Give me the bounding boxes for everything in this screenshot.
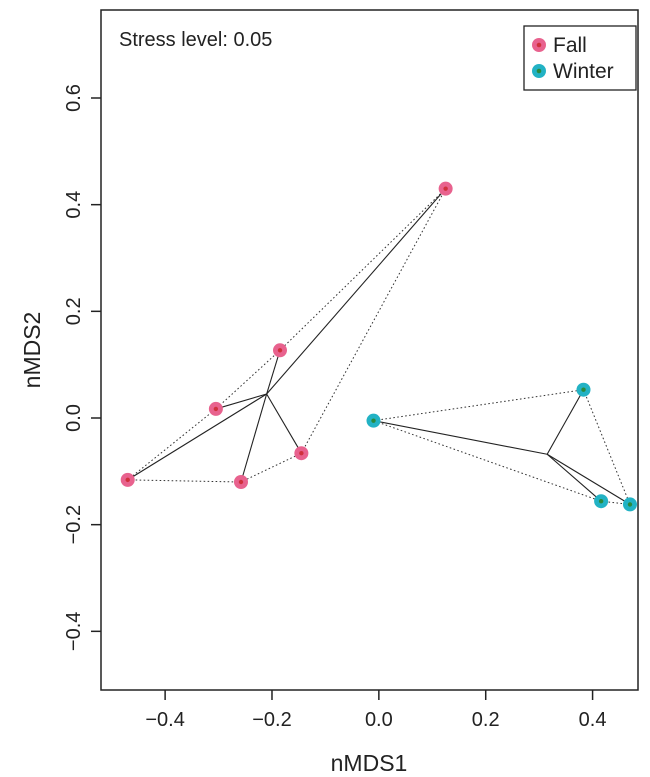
y-tick-label: −0.4 bbox=[63, 612, 85, 651]
x-axis-title: nMDS1 bbox=[331, 750, 408, 776]
x-tick-label: 0.2 bbox=[472, 709, 500, 731]
legend: Fall Winter bbox=[523, 25, 637, 91]
spoke-fall bbox=[266, 188, 447, 395]
y-tick-label: 0.6 bbox=[63, 84, 85, 112]
legend-item-fall: Fall bbox=[532, 34, 587, 57]
legend-marker-center-fall bbox=[536, 42, 542, 48]
hull-outlines bbox=[126, 188, 631, 505]
point-center-fall bbox=[125, 477, 130, 483]
hull-fall bbox=[126, 188, 447, 483]
centroid-spokes bbox=[127, 188, 631, 505]
point-center-fall bbox=[443, 186, 448, 191]
spoke-fall bbox=[215, 393, 267, 410]
legend-marker-center-winter bbox=[536, 68, 542, 74]
data-points bbox=[120, 181, 637, 512]
spoke-winter bbox=[546, 453, 602, 502]
point-center-fall bbox=[213, 406, 219, 412]
point-center-winter bbox=[371, 418, 376, 423]
spoke-fall bbox=[266, 393, 302, 454]
x-tick-label: 0.4 bbox=[579, 709, 607, 731]
x-axis: −0.4 −0.2 0.0 0.2 0.4 bbox=[145, 690, 606, 731]
y-axis-title: nMDS2 bbox=[19, 312, 45, 389]
spoke-winter bbox=[546, 389, 584, 455]
spoke-winter bbox=[373, 420, 548, 455]
y-tick-label: 0.2 bbox=[63, 297, 85, 325]
x-tick-label: −0.2 bbox=[252, 709, 291, 731]
spoke-winter bbox=[546, 453, 631, 505]
plot-frame bbox=[100, 9, 639, 691]
spoke-fall bbox=[127, 393, 267, 481]
spoke-fall bbox=[240, 393, 268, 483]
legend-label-winter: Winter bbox=[553, 60, 614, 83]
legend-label-fall: Fall bbox=[553, 34, 587, 57]
spoke-fall bbox=[266, 350, 281, 395]
point-center-fall bbox=[299, 451, 304, 456]
x-tick-label: −0.4 bbox=[145, 709, 184, 731]
hull-winter bbox=[373, 389, 631, 505]
point-center-fall bbox=[277, 348, 283, 353]
y-tick-label: 0.0 bbox=[63, 404, 85, 432]
point-center-winter bbox=[598, 499, 604, 504]
legend-item-winter: Winter bbox=[532, 60, 614, 83]
y-tick-label: 0.4 bbox=[63, 191, 85, 219]
point-center-winter bbox=[627, 502, 633, 507]
legend-box bbox=[523, 25, 637, 91]
y-tick-label: −0.2 bbox=[63, 505, 85, 544]
y-axis: −0.4 −0.2 0.0 0.2 0.4 0.6 bbox=[63, 84, 101, 651]
x-tick-label: 0.0 bbox=[365, 709, 393, 731]
stress-annotation: Stress level: 0.05 bbox=[119, 29, 272, 51]
point-center-fall bbox=[238, 479, 244, 485]
point-center-winter bbox=[581, 387, 586, 392]
